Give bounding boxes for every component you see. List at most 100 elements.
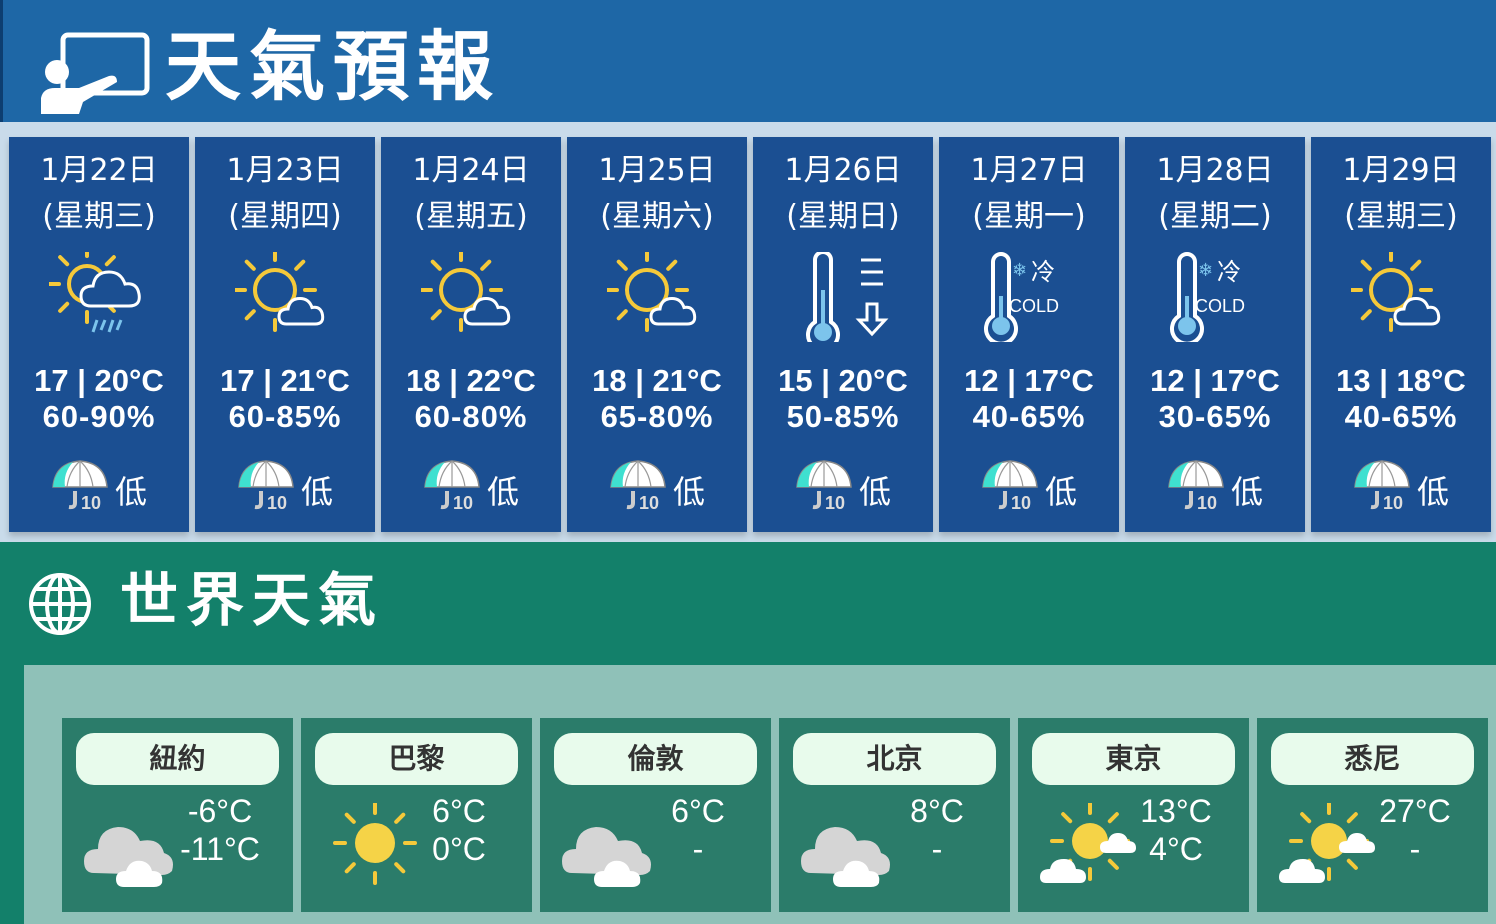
forecast-temperature: 12 | 17°C [1150,363,1280,398]
uv-index: 10 [453,493,473,511]
forecast-temperature: 17 | 20°C [34,363,164,398]
city-weather-card[interactable]: 北京 8°C - [779,718,1010,912]
forecast-weekday: (星期五) [414,199,528,234]
globe-icon [29,573,91,635]
sun-cloud-icon [233,248,335,342]
page-title: 天氣預報 [165,22,501,111]
city-weather-card[interactable]: 紐約 -6°C -11°C [62,718,293,912]
sun-cloud-icon [1349,248,1451,342]
city-name: 東京 [1032,733,1235,785]
forecast-day-card[interactable]: 1月22日 (星期三) 17 | 20°C 60-90% 10 低 [9,137,189,532]
city-low-temp: - [931,831,943,867]
forecast-weekday: (星期二) [1158,199,1272,234]
nine-day-forecast: 1月22日 (星期三) 17 | 20°C 60-90% 10 低 1月23日 (… [9,137,1491,532]
forecast-date: 1月22日 [40,153,158,188]
sunny-icon [323,801,433,893]
cloudy-icon [801,803,911,893]
cold-label-cn: 冷 [1031,258,1055,286]
city-low-temp: -11°C [180,831,260,867]
forecast-day-card[interactable]: 1月26日 (星期日) 15 | 20°C 50-85% 10 低 [753,137,933,532]
sun-cloud-icon [605,248,707,342]
cold-label-en: COLD [1195,296,1245,316]
sun-cloud-icon [1279,801,1389,893]
sun-cloud-rain-icon [47,244,149,342]
city-high-temp: 6°C [432,793,486,829]
forecast-date: 1月27日 [970,153,1088,188]
cloudy-icon [562,803,672,893]
umbrella-uv-icon: 10 [423,459,481,513]
uv-index: 10 [825,493,845,511]
svg-text:❄: ❄ [1198,260,1213,281]
umbrella-uv-icon: 10 [51,459,109,513]
forecast-day-card[interactable]: 1月27日 (星期一) ❄ 冷 COLD 12 | 17°C 40-65% 10 低 [939,137,1119,532]
forecast-humidity: 30-65% [1158,399,1272,434]
umbrella-uv-icon: 10 [795,459,853,513]
forecast-date: 1月26日 [784,153,902,188]
city-low-temp: - [1409,831,1421,867]
forecast-weekday: (星期一) [972,199,1086,234]
city-low-temp: 0°C [432,831,486,867]
city-weather-card[interactable]: 悉尼 27°C - [1257,718,1488,912]
uv-index: 10 [1197,493,1217,511]
cold-label-en: COLD [1009,296,1059,316]
uv-index: 10 [1011,493,1031,511]
forecast-weekday: (星期日) [786,199,900,234]
uv-level: 低 [115,473,148,511]
forecast-humidity: 60-80% [414,399,528,434]
city-name: 紐約 [76,733,279,785]
presenter-board-icon [41,32,150,114]
forecast-day-card[interactable]: 1月24日 (星期五) 18 | 22°C 60-80% 10 低 [381,137,561,532]
uv-level: 低 [1231,473,1264,511]
svg-text:❄: ❄ [1012,260,1027,281]
forecast-temperature: 18 | 22°C [406,363,536,398]
city-high-temp: -6°C [187,793,253,829]
uv-index: 10 [81,493,101,511]
umbrella-uv-icon: 10 [981,459,1039,513]
uv-level: 低 [859,473,892,511]
city-weather-card[interactable]: 倫敦 6°C - [540,718,771,912]
forecast-temperature: 13 | 18°C [1336,363,1466,398]
world-weather-title: 世界天氣 [120,566,385,634]
sun-cloud-icon [1040,801,1150,893]
uv-index: 10 [639,493,659,511]
city-high-temp: 6°C [671,793,725,829]
forecast-humidity: 65-80% [600,399,714,434]
city-high-temp: 8°C [910,793,964,829]
forecast-date: 1月24日 [412,153,530,188]
forecast-humidity: 60-85% [228,399,342,434]
city-high-temp: 27°C [1379,793,1451,829]
forecast-weekday: (星期四) [228,199,342,234]
city-high-temp: 13°C [1140,793,1212,829]
umbrella-uv-icon: 10 [609,459,667,513]
city-list: 紐約 -6°C -11°C 巴黎 6°C 0°C 倫敦 6°C - 北京 8°C -東… [62,718,1488,912]
uv-index: 10 [1383,493,1403,511]
forecast-date: 1月25日 [598,153,716,188]
forecast-date: 1月23日 [226,153,344,188]
forecast-day-card[interactable]: 1月23日 (星期四) 17 | 21°C 60-85% 10 低 [195,137,375,532]
city-name: 巴黎 [315,733,518,785]
cloudy-icon [84,803,194,893]
forecast-temperature: 15 | 20°C [778,363,908,398]
uv-level: 低 [301,473,334,511]
forecast-date: 1月29日 [1342,153,1460,188]
forecast-humidity: 50-85% [786,399,900,434]
thermometer-cold-icon: ❄ 冷 COLD [1165,252,1265,346]
forecast-weekday: (星期三) [1344,199,1458,234]
forecast-humidity: 60-90% [42,399,156,434]
forecast-day-card[interactable]: 1月28日 (星期二) ❄ 冷 COLD 12 | 17°C 30-65% 10 低 [1125,137,1305,532]
uv-level: 低 [1417,473,1450,511]
forecast-day-card[interactable]: 1月29日 (星期三) 13 | 18°C 40-65% 10 低 [1311,137,1491,532]
forecast-weekday: (星期三) [42,199,156,234]
uv-index: 10 [267,493,287,511]
forecast-temperature: 18 | 21°C [592,363,722,398]
city-weather-card[interactable]: 巴黎 6°C 0°C [301,718,532,912]
umbrella-uv-icon: 10 [1167,459,1225,513]
umbrella-uv-icon: 10 [1353,459,1411,513]
forecast-humidity: 40-65% [972,399,1086,434]
forecast-day-card[interactable]: 1月25日 (星期六) 18 | 21°C 65-80% 10 低 [567,137,747,532]
cold-label-cn: 冷 [1217,258,1241,286]
thermometer-down-icon [793,250,893,352]
city-weather-card[interactable]: 東京 13°C 4°C [1018,718,1249,912]
city-name: 悉尼 [1271,733,1474,785]
forecast-date: 1月28日 [1156,153,1274,188]
